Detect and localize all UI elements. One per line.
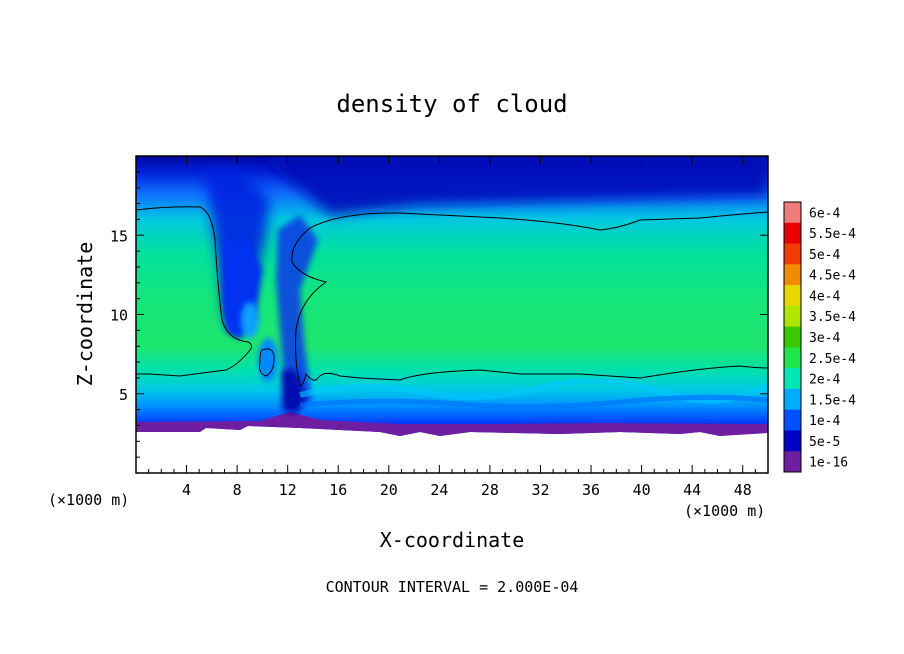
colorbar-label: 2e-4 [809,373,840,388]
colorbar-label: 5e-4 [809,248,840,263]
colorbar-swatch [784,430,801,452]
colorbar-label: 5e-5 [809,435,840,450]
colorbar-label: 4.5e-4 [809,269,856,284]
colorbar-swatch [784,368,801,390]
contour-interval-note: CONTOUR INTERVAL = 2.000E-04 [326,578,579,596]
contour-small-cell [259,348,275,377]
colorbar-label: 1.5e-4 [809,393,856,408]
colorbar-swatch [784,264,801,286]
x-tick-label: 8 [233,481,242,499]
y-axis-ticks: 5 10 15 [110,171,768,458]
x-tick-label: 20 [380,481,398,499]
x-unit-left: (×1000 m) [48,491,129,509]
contour-left-upper [136,206,253,377]
x-tick-label: 40 [633,481,651,499]
colorbar-swatch [784,243,801,265]
colorbar-frame [783,201,802,473]
colorbar-swatch [784,326,801,348]
x-tick-label: 24 [430,481,448,499]
colorbar-label: 1e-4 [809,414,840,429]
y-tick-label: 5 [119,386,128,404]
lower-turbulence [299,377,768,410]
x-tick-label: 4 [182,481,191,499]
cloud-base-band [136,412,768,436]
turbulence-layer-b [299,394,768,410]
x-tick-label: 36 [582,481,600,499]
x-axis-label: X-coordinate [380,528,525,552]
colorbar-swatch [784,347,801,369]
x-tick-label: 44 [683,481,701,499]
below-cloud-base [136,426,768,473]
density-field [136,156,768,473]
x-tick-label: 48 [734,481,752,499]
colorbar: 6e-4 5.5e-4 5e-4 4.5e-4 4e-4 3.5e-4 3e-4 2.5e-4… [783,201,856,473]
colorbar-swatch [784,202,801,224]
x-tick-label: 16 [329,481,347,499]
y-tick-label: 15 [110,227,128,245]
x-tick-label: 32 [531,481,549,499]
colorbar-label: 4e-4 [809,289,840,304]
colorbar-label: 6e-4 [809,206,840,221]
colorbar-swatch [784,388,801,411]
gap-lobe-1 [241,302,259,338]
colorbar-label: 3.5e-4 [809,310,856,325]
colorbar-swatch [784,409,801,431]
y-axis-label: Z-coordinate [73,242,97,387]
dry-plume-upper [200,156,768,215]
chart-title: density of cloud [336,90,567,118]
x-unit-right: (×1000 m) [684,502,765,520]
colorbar-swatch [784,451,801,473]
colorbar-swatch [784,305,801,328]
gap-lobe-2 [258,338,278,382]
y-tick-label: 10 [110,307,128,325]
colorbar-label: 5.5e-4 [809,227,856,242]
x-axis-ticks: 4 8 12 16 20 24 28 32 36 40 44 48 [148,156,756,499]
x-tick-label: 12 [279,481,297,499]
colorbar-label: 2.5e-4 [809,352,856,367]
colorbar-label: 1e-16 [809,456,848,471]
colorbar-swatch [784,222,801,245]
x-tick-label: 28 [481,481,499,499]
contour-anvil [291,211,768,387]
colorbar-label: 3e-4 [809,331,840,346]
colorbar-swatch [784,285,801,307]
updraft-column [276,215,318,410]
